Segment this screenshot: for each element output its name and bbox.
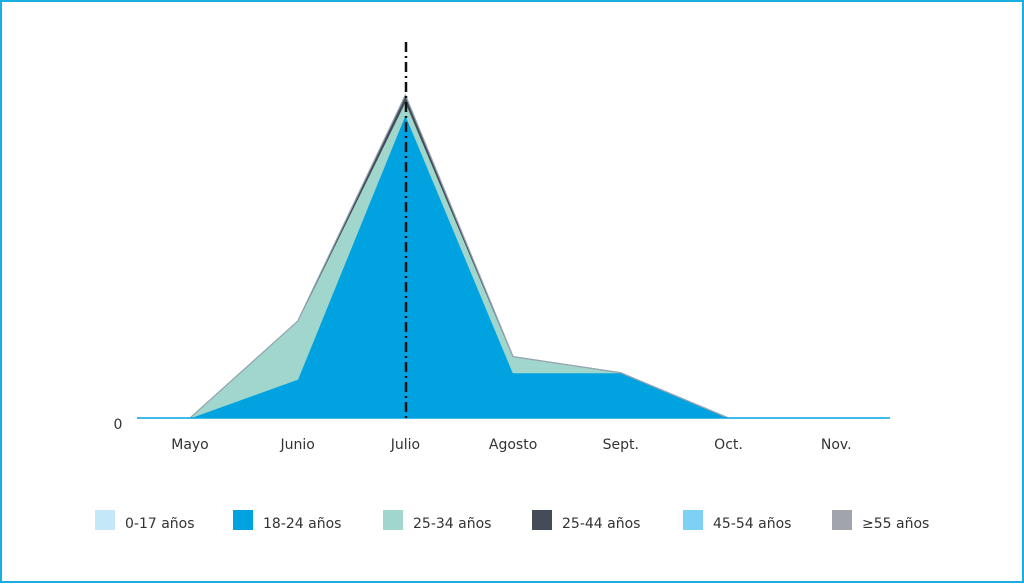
legend-swatch bbox=[532, 510, 552, 530]
area bbox=[189, 93, 837, 419]
legend-label: 0-17 años bbox=[125, 516, 195, 532]
x-tick-label: Sept. bbox=[603, 437, 639, 453]
legend-swatch bbox=[832, 510, 852, 530]
legend-label: ≥55 años bbox=[862, 516, 929, 532]
legend-swatch bbox=[95, 510, 115, 530]
area bbox=[189, 100, 837, 419]
x-tick-label: Mayo bbox=[171, 437, 209, 453]
x-tick-label: Julio bbox=[390, 437, 420, 453]
legend-swatch bbox=[683, 510, 703, 530]
legend-label: 18-24 años bbox=[263, 516, 341, 532]
legend-swatch bbox=[383, 510, 403, 530]
x-tick-label: Nov. bbox=[821, 437, 852, 453]
legend-label: 25-34 años bbox=[413, 516, 491, 532]
plot bbox=[137, 93, 890, 419]
legend-label: 25-44 años bbox=[562, 516, 640, 532]
y-tick-label: 0 bbox=[114, 417, 123, 433]
x-tick-label: Agosto bbox=[489, 437, 537, 453]
legend-label: 45-54 años bbox=[713, 516, 791, 532]
legend-swatch bbox=[233, 510, 253, 530]
x-tick-label: Junio bbox=[280, 437, 315, 453]
x-tick-label: Oct. bbox=[714, 437, 743, 453]
